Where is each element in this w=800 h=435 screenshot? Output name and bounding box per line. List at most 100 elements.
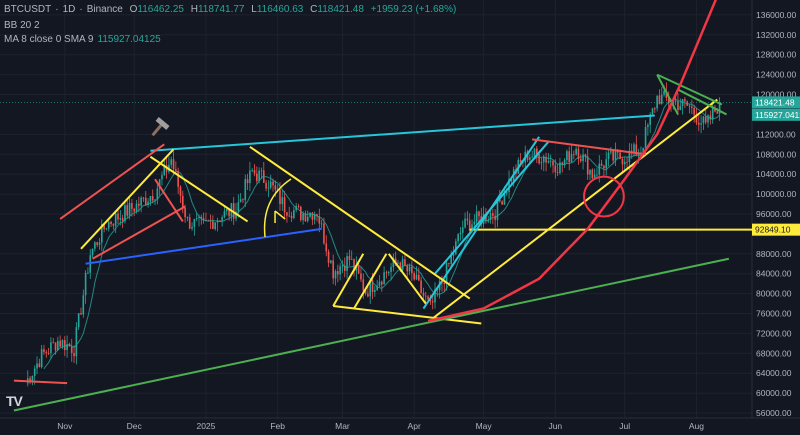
candle-body [561,162,564,165]
candle-body [707,115,709,123]
candle-body [235,211,237,219]
trendline [387,253,427,305]
trendline [656,73,723,106]
y-tick-label: 68000.00 [756,348,792,358]
candle-body [249,170,251,184]
candle-body [628,150,631,163]
candle-body [579,158,582,162]
candle-body [582,154,584,162]
candle-body [385,272,388,274]
candle-body [43,349,45,353]
candle-body [96,242,98,245]
candle-body [158,179,161,189]
candle-body [161,175,163,180]
candle-body [431,301,434,303]
candle-body [612,151,614,161]
interval-label[interactable]: 1D [62,4,76,15]
candle-body [415,274,418,280]
y-tick-label: 56000.00 [756,408,792,418]
candle-body [54,342,57,351]
candle-body [151,196,154,201]
trendline [150,114,655,152]
candle-body [619,152,621,159]
candle-body [552,160,554,166]
candle-body [563,160,566,165]
candle-body [589,169,591,175]
candle-body [554,165,557,173]
candle-body [350,259,353,261]
x-tick-label: Feb [270,421,285,431]
candle-body [538,154,540,164]
candle-body [677,101,679,110]
candle-body [429,299,432,302]
candle-body [545,157,547,163]
candle-body [149,196,152,202]
tradingview-logo: TV [6,393,23,409]
candle-body [626,161,628,163]
trendline [353,253,388,310]
candle-body [258,170,260,182]
candle-body [126,205,129,216]
candle-body [309,212,311,217]
candle-body [610,151,612,153]
symbol-label[interactable]: BTCUSDT [4,4,52,15]
hammer-icon [151,117,170,137]
candle-body [82,295,85,315]
candle-body [140,197,142,206]
candle-body [154,199,156,201]
candle-body [408,266,411,272]
close-value: 118421.48 [317,4,364,15]
candle-body [212,221,214,230]
open-value: 116462.25 [137,4,184,15]
y-tick-label: 76000.00 [756,309,792,319]
candle-body [452,253,455,256]
candle-body [540,162,543,164]
hammer-head [155,117,170,130]
y-tick-label: 104000.00 [756,169,796,179]
candle-body [288,215,291,217]
candle-body [649,114,652,125]
grid [0,0,752,418]
candle-body [339,266,341,275]
trendline [422,136,540,310]
candle-body [450,255,453,264]
candle-body [198,216,200,219]
candle-body [593,174,596,179]
candle-body [603,165,605,169]
candle-body [170,159,173,165]
candle-body [700,123,702,125]
candle-body [642,147,645,153]
change-value: +1959.23 (+1.68%) [370,4,457,15]
trendline [677,88,728,116]
candle-body [29,378,31,383]
candle-body [667,97,670,104]
candle-body [711,108,714,120]
candle-body [549,160,552,162]
ma-indicator-label[interactable]: MA 8 close 0 SMA 9 115927.04125 [4,34,165,45]
candle-body [390,266,392,272]
candle-body [529,157,531,160]
candle-body [191,226,193,229]
bb-indicator-label[interactable]: BB 20 2 [4,20,40,31]
candle-body [387,271,390,273]
candle-body [91,248,94,256]
price-label-bg [752,96,800,109]
candle-body [57,340,59,351]
candle-body [214,222,216,230]
candle-body [448,262,450,264]
x-tick-label: Aug [689,421,704,431]
candle-body [498,198,501,202]
candle-body [401,259,404,271]
candle-body [77,313,80,328]
candle-body [547,161,550,163]
candle-body [600,163,603,166]
high-label: H [190,4,198,15]
candle-body [367,293,369,297]
candle-body [468,220,471,232]
candle-body [225,209,228,212]
candle-body [110,221,112,225]
ma-value: 115927.04125 [97,34,161,45]
y-tick-label: 96000.00 [756,209,792,219]
candle-body [100,224,103,243]
